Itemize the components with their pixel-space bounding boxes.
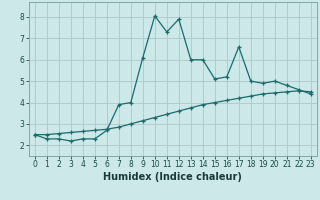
X-axis label: Humidex (Indice chaleur): Humidex (Indice chaleur) <box>103 172 242 182</box>
